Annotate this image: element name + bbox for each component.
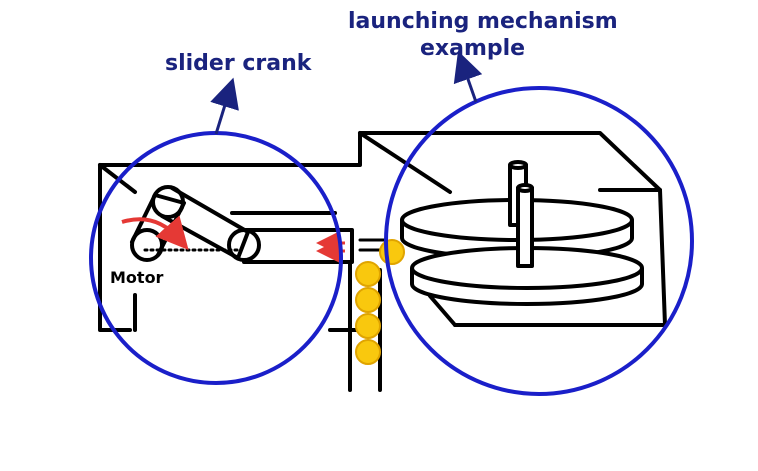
launching-mechanism-label: launching mechanism bbox=[348, 9, 618, 34]
ball-icon bbox=[379, 239, 405, 265]
top-shaft-cap bbox=[508, 160, 528, 170]
ball-icon bbox=[355, 261, 381, 287]
housing-floor-right bbox=[428, 294, 662, 327]
slider-crank-mechanism bbox=[130, 185, 387, 264]
launch-wheels bbox=[400, 160, 644, 306]
launcher-pointer bbox=[453, 50, 483, 103]
ball-icon bbox=[355, 313, 381, 339]
bottom-shaft bbox=[516, 186, 534, 268]
bottom-shaft-cap bbox=[516, 183, 534, 193]
pointer-arrows bbox=[210, 50, 483, 135]
housing-inner-corner-right bbox=[358, 131, 452, 194]
ball-icon bbox=[355, 339, 381, 365]
example-label: example bbox=[420, 36, 525, 61]
curved-arrow-icon bbox=[121, 215, 189, 250]
housing-left-wall bbox=[98, 163, 132, 332]
slider-crank-label: slider crank bbox=[165, 51, 313, 76]
motor-label: Motor bbox=[110, 268, 164, 287]
ball-icon bbox=[355, 287, 381, 313]
connecting-rod bbox=[160, 186, 250, 260]
slider-crank-circle bbox=[89, 131, 343, 385]
motor-icon bbox=[130, 228, 164, 262]
launcher-circle bbox=[384, 86, 694, 396]
slider-crank-pointer bbox=[210, 77, 239, 135]
slider-block bbox=[242, 228, 354, 264]
